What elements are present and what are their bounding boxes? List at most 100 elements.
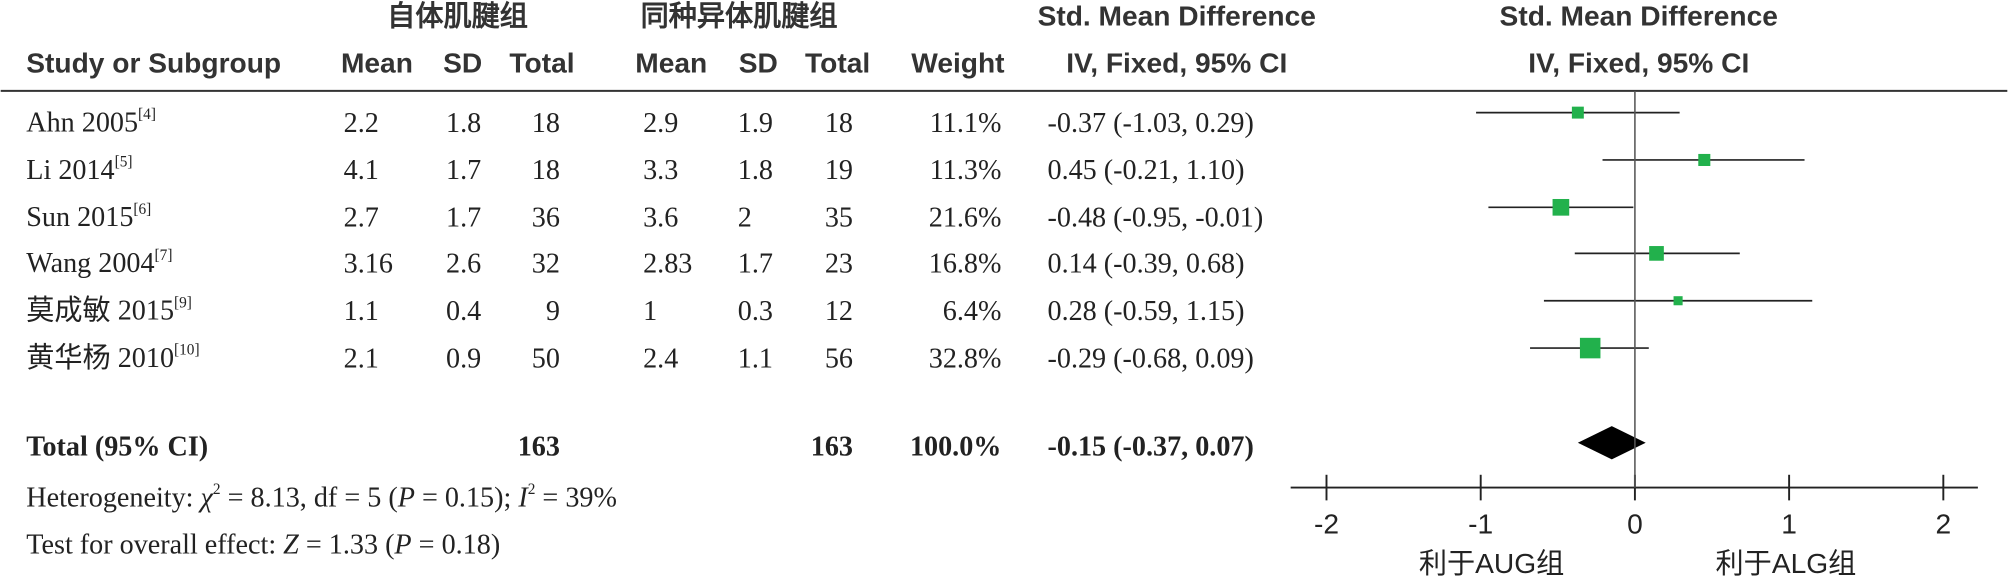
text: 2 (213, 481, 221, 498)
column-header: Weight (911, 48, 1005, 79)
study-name: 莫成敏 2015[9] (26, 294, 192, 327)
axis-label: 利于AUG组 (1419, 548, 1564, 579)
column-header: SD (739, 48, 778, 79)
text: χ (198, 483, 214, 514)
sd: 1.9 (738, 108, 773, 139)
text: = 8.13, df = 5 ( (221, 483, 398, 514)
text: = 1.33 ( (299, 530, 395, 561)
total: 18 (532, 108, 560, 139)
sd: 0.3 (738, 296, 773, 327)
total-diamond (1577, 426, 1646, 460)
study-label: 黄华杨 2010 (26, 342, 174, 374)
text: = 0.18) (412, 530, 501, 561)
reference: [9] (174, 294, 192, 311)
sd: 0.4 (446, 296, 481, 327)
weight: 6.4% (943, 296, 1002, 327)
x-tick-label: -1 (1468, 508, 1493, 539)
total: 32 (532, 249, 560, 280)
reference: [7] (155, 246, 173, 263)
sd: 1.1 (738, 343, 773, 374)
study-label: 莫成敏 2015 (26, 295, 174, 327)
text: 2 (528, 481, 536, 498)
sd: 1.7 (446, 155, 481, 186)
text: P (393, 530, 411, 561)
column-header: IV, Fixed, 95% CI (1528, 48, 1749, 79)
ci-label: -0.37 (-1.03, 0.29) (1048, 108, 1254, 139)
overall-effect: Test for overall effect: Z = 1.33 (P = 0… (26, 530, 500, 561)
ci-label: -0.48 (-0.95, -0.01) (1048, 203, 1264, 234)
total: 18 (825, 108, 853, 139)
text: P (397, 483, 415, 514)
mean: 2.2 (344, 108, 379, 139)
mean: 2.4 (643, 343, 678, 374)
group-header: 自体肌腱组 (387, 0, 528, 31)
total: 36 (532, 203, 560, 234)
total: 9 (546, 296, 560, 327)
weight: 11.3% (930, 155, 1002, 186)
axis-label: 利于ALG组 (1716, 548, 1857, 579)
weight: 100.0% (910, 432, 1001, 463)
total: 163 (811, 432, 853, 463)
x-tick-label: 0 (1627, 508, 1643, 539)
effect-header: Std. Mean Difference (1038, 0, 1316, 31)
total: 50 (532, 343, 560, 374)
study-name: Ahn 2005[4] (26, 106, 156, 139)
text: = 39% (535, 483, 617, 514)
weight: 21.6% (929, 203, 1002, 234)
column-header: SD (443, 48, 482, 79)
reference: [5] (115, 153, 133, 170)
study-name: 黄华杨 2010[10] (26, 341, 199, 374)
study-label: Li 2014 (26, 155, 114, 186)
effect-square (1698, 153, 1711, 166)
ci-label: 0.14 (-0.39, 0.68) (1048, 249, 1245, 280)
effect-square (1552, 198, 1570, 216)
column-header: Mean (341, 48, 413, 79)
sd: 1.7 (446, 203, 481, 234)
reference: [4] (138, 106, 156, 123)
sd: 2 (738, 203, 752, 234)
total: 19 (825, 155, 853, 186)
weight: 11.1% (930, 108, 1002, 139)
x-tick-label: -2 (1314, 508, 1339, 539)
column-header: IV, Fixed, 95% CI (1066, 48, 1287, 79)
total: 18 (532, 155, 560, 186)
mean: 2.1 (344, 343, 379, 374)
sd: 1.7 (738, 249, 773, 280)
total: 35 (825, 203, 853, 234)
mean: 2.9 (643, 108, 678, 139)
study-name: Sun 2015[6] (26, 200, 151, 233)
sd: 0.9 (446, 343, 481, 374)
x-tick-label: 1 (1781, 508, 1797, 539)
effect-header: Std. Mean Difference (1500, 0, 1778, 31)
heterogeneity: Heterogeneity: χ2 = 8.13, df = 5 (P = 0.… (26, 481, 617, 514)
x-tick-label: 2 (1935, 508, 1951, 539)
study-label: Sun 2015 (26, 203, 133, 234)
mean: 3.16 (344, 249, 393, 280)
ci-label: 0.45 (-0.21, 1.10) (1048, 155, 1245, 186)
weight: 32.8% (929, 343, 1002, 374)
total: 56 (825, 343, 853, 374)
total-label: Total (95% CI) (26, 432, 208, 463)
effect-square (1673, 296, 1683, 306)
mean: 1 (643, 296, 657, 327)
mean: 1.1 (344, 296, 379, 327)
column-header: Mean (635, 48, 707, 79)
total: 12 (825, 296, 853, 327)
study-name: Wang 2004[7] (26, 246, 172, 279)
ci-label: 0.28 (-0.59, 1.15) (1048, 296, 1245, 327)
reference: [6] (133, 200, 151, 217)
reference: [10] (174, 341, 200, 358)
effect-square (1649, 246, 1664, 261)
mean: 4.1 (344, 155, 379, 186)
total: 23 (825, 249, 853, 280)
text: Z (283, 530, 299, 561)
column-header: Total (509, 48, 574, 79)
effect-square (1571, 106, 1584, 119)
study-label: Ahn 2005 (26, 108, 138, 139)
ci-label: -0.15 (-0.37, 0.07) (1048, 432, 1254, 463)
sd: 1.8 (738, 155, 773, 186)
sd: 1.8 (446, 108, 481, 139)
total: 163 (518, 432, 560, 463)
text: Heterogeneity: (26, 483, 200, 514)
